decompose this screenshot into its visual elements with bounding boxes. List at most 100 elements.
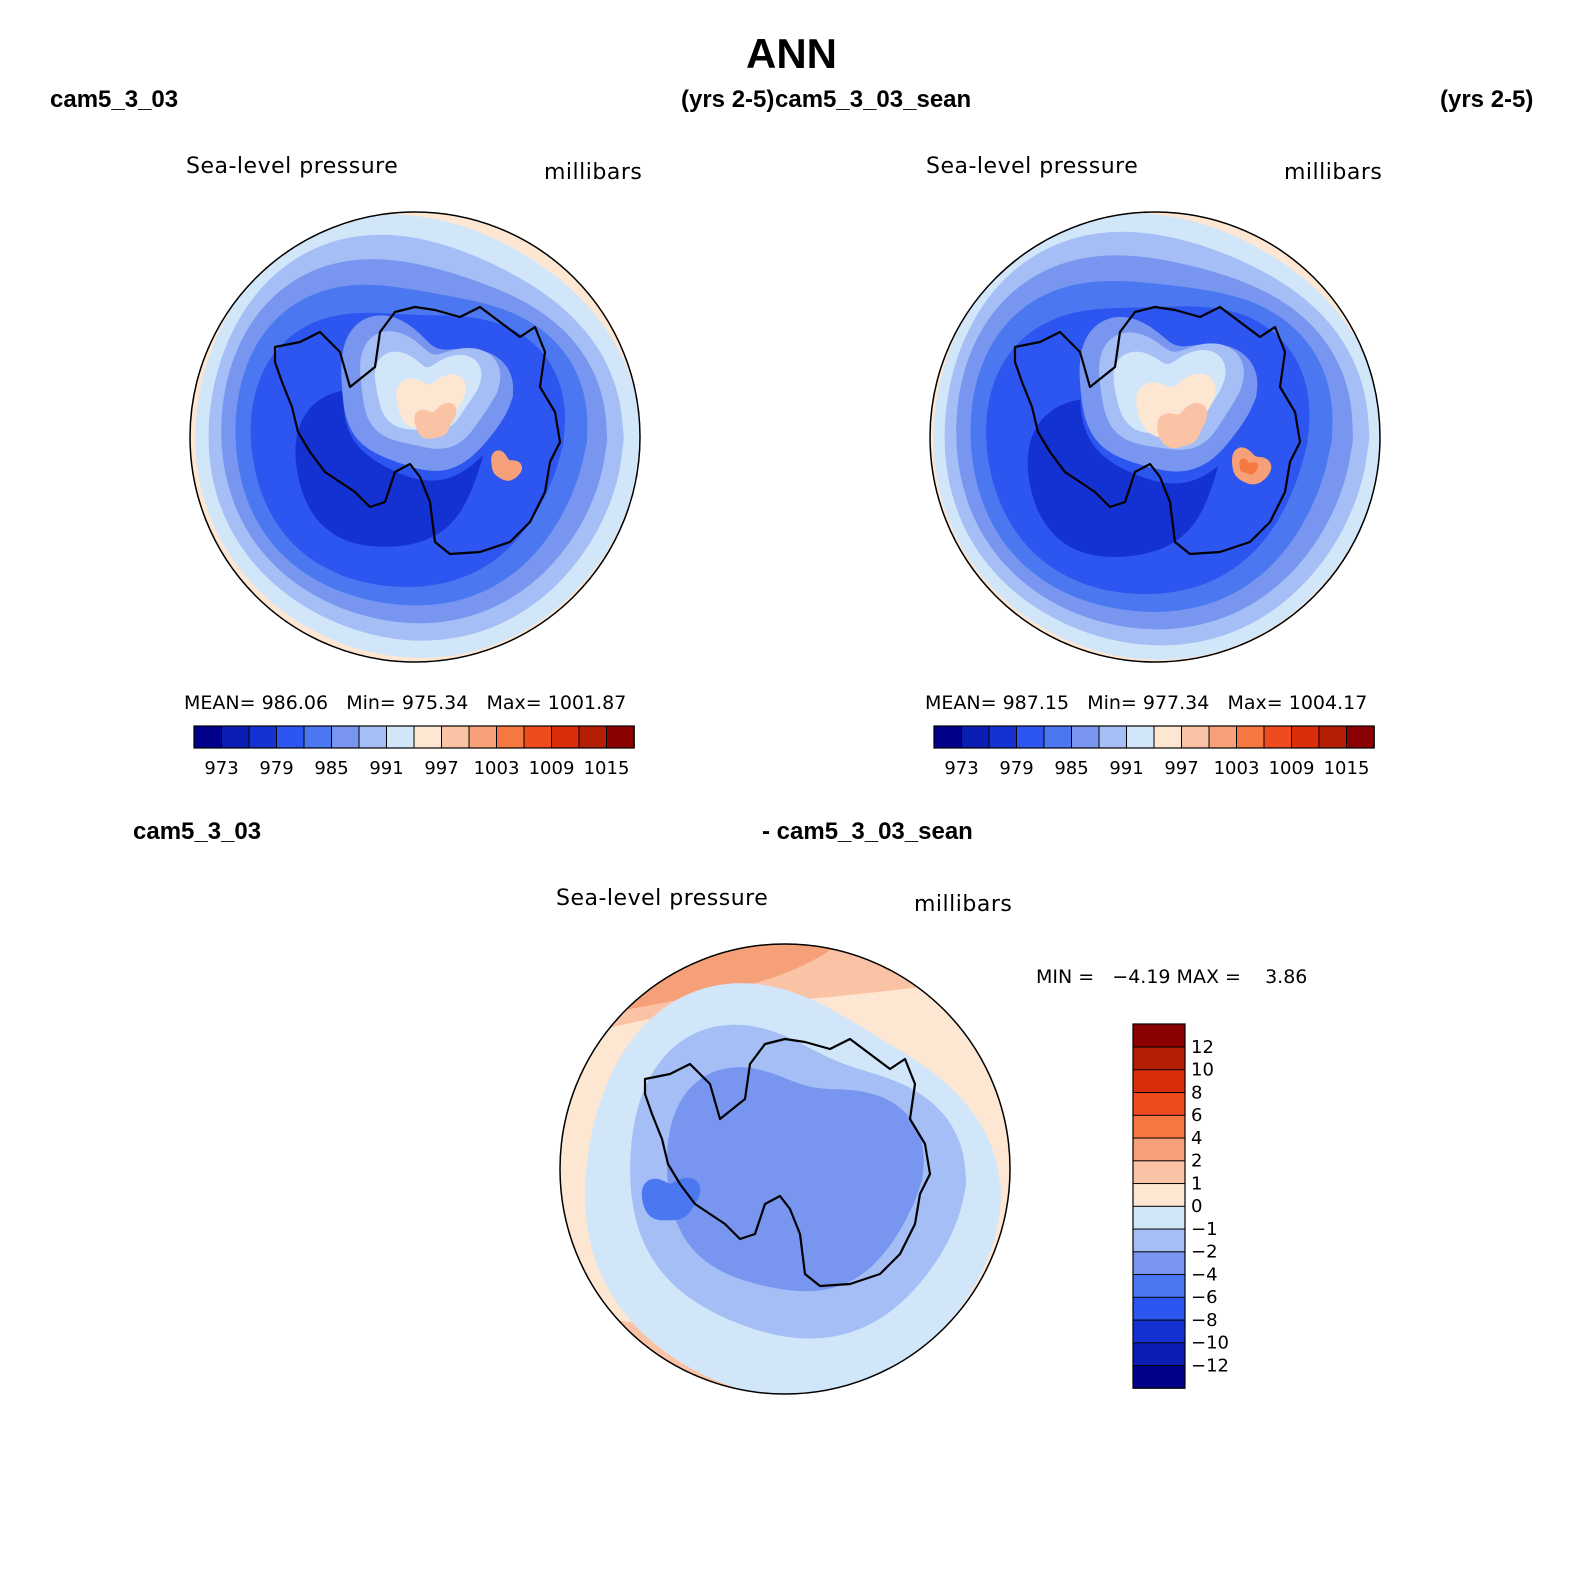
panel1-contour-fill [190,212,640,662]
panel2-units: millibars [1284,160,1383,185]
panel3-colorbar-tick: 8 [1191,1082,1202,1103]
panel3-contour-band [666,1067,924,1292]
panel3-colorbar-tick: 2 [1191,1151,1202,1172]
panel1-colorbar-box [303,725,333,749]
panel2-contour-band [1157,402,1208,449]
panel1-min-label: Min= [346,692,396,714]
panel1-colorbar-box [386,725,415,749]
panel1-contour-band [491,450,523,481]
panel1-colorbar-tick: 997 [424,758,458,779]
panel2-min-label: Min= [1087,692,1137,714]
panel2-colorbar: 973 979 985 991 997 1003 1009 1015 [933,725,1375,779]
panel1-colorbar: 973 979 985 991 997 1003 1009 1015 [193,725,635,779]
panel2-colorbar-box [1153,725,1183,749]
panel1-colorbar-box [551,725,580,749]
panel2-colorbar-box [988,725,1018,749]
panel2-colorbar-box [1098,725,1128,749]
panel3-colorbar-tick: 4 [1191,1128,1202,1149]
panel2-colorbar-box [1043,725,1073,749]
panel3-colorbar-tick: 6 [1191,1105,1202,1126]
panel3-title: Sea-level pressure [556,886,769,911]
panel3-colorbar-tick: 1 [1191,1173,1202,1194]
panel3-colorbar-box [1132,1182,1186,1207]
panel3-colorbar-box [1132,1251,1186,1276]
panel1-max-value: 1001.87 [547,692,627,714]
panel3-colorbar-tick: −1 [1191,1219,1218,1240]
panel1-colorbar-box [496,725,525,749]
main-title: ANN [746,30,837,77]
panel3-colorbar-box [1132,1137,1186,1162]
panel1-colorbar-tick: 985 [314,758,348,779]
panel3-colorbar-tick: −2 [1191,1242,1218,1263]
panel3-colorbar-box [1132,1160,1186,1185]
top-left-years-label: (yrs 2-5) [681,86,775,113]
panel3-units: millibars [914,892,1013,917]
panel2-min-value: 977.34 [1142,692,1210,714]
panel1-min-value: 975.34 [401,692,469,714]
panel2-colorbar-tick: 991 [1109,758,1143,779]
panel2-contour-fill [930,212,1380,662]
panel2-colorbar-tick: 973 [944,758,978,779]
panel3-colorbar-box [1132,1091,1186,1116]
panel3-colorbar-box [1132,1364,1186,1389]
panel2-colorbar-box [1346,725,1375,749]
panel2-coastline [1013,305,1302,556]
panel1-colorbar-box [606,725,635,749]
panel3-polar-map [559,943,1011,1395]
panel1-colorbar-tick: 973 [204,758,238,779]
panel3-map-border [559,943,1011,1395]
panel3-contour-fill [560,944,1010,1394]
panel2-colorbar-box [1071,725,1100,749]
panel3-colorbar-box [1132,1342,1186,1367]
panel2-colorbar-tick: 1009 [1269,758,1315,779]
panel2-max-value: 1004.17 [1288,692,1368,714]
panel1-title: Sea-level pressure [186,154,399,179]
panel1-colorbar-box [468,725,498,749]
panel3-coastline [643,1037,932,1288]
panel2-colorbar-box [1263,725,1293,749]
panel2-max-label: Max= [1227,692,1283,714]
panel3-colorbar-tick: −10 [1191,1333,1229,1354]
panel2-colorbar-box [961,725,990,749]
panel3-colorbar-tick: −4 [1191,1264,1218,1285]
panel1-colorbar-box [523,725,553,749]
panel1-colorbar-box [221,725,250,749]
panel1-colorbar-tick: 1015 [584,758,630,779]
panel1-map-border [189,211,641,663]
panel2-colorbar-box [1181,725,1210,749]
panel1-colorbar-box [413,725,443,749]
panel2-title: Sea-level pressure [926,154,1139,179]
panel3-colorbar-box [1132,1228,1186,1253]
top-right-case-label: cam5_3_03_sean [775,86,972,113]
panel3-colorbar-box [1132,1296,1186,1321]
panel1-stats: MEAN= 986.06 Min= 975.34 Max= 1001.87 [184,692,626,714]
bottom-right-case-label: - cam5_3_03_sean [762,818,973,845]
panel1-mean-label: MEAN= [184,692,256,714]
panel2-colorbar-box [1126,725,1155,749]
panel3-colorbar-frame [1132,1023,1186,1389]
panel1-colorbar-box [441,725,470,749]
panel3-colorbar-box [1132,1069,1186,1094]
panel2-colorbar-box [933,725,963,749]
panel2-mean-label: MEAN= [925,692,997,714]
panel3-colorbar-box [1132,1046,1186,1071]
panel3-contour-band [641,1177,701,1221]
panel2-colorbar-tick: 985 [1054,758,1088,779]
panel1-mean-value: 986.06 [261,692,329,714]
panel1-colorbar-box [358,725,388,749]
panel2-contour-band [1239,458,1259,475]
top-right-years-label: (yrs 2-5) [1440,86,1534,113]
panel1-max-label: Max= [486,692,542,714]
panel1-colorbar-box [276,725,305,749]
panel1-colorbar-tick: 1003 [474,758,520,779]
panel1-colorbar-box [248,725,278,749]
panel3-colorbar-box [1132,1319,1186,1344]
panel3-colorbar-box [1132,1273,1186,1298]
panel1-colorbar-box [193,725,223,749]
panel3-stats: MIN = −4.19 MAX = 3.86 [1036,966,1308,988]
panel2-map-border [929,211,1381,663]
panel3-colorbar-box [1132,1205,1186,1230]
bottom-left-case-label: cam5_3_03 [133,818,262,845]
panel2-colorbar-box [1318,725,1348,749]
panel1-contour-band [414,402,457,439]
